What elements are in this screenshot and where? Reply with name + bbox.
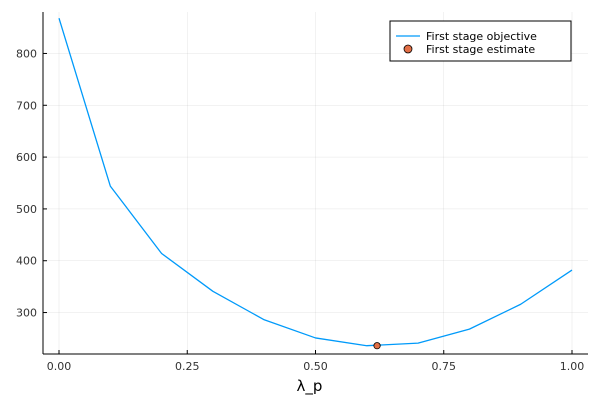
y-tick-label: 700 (16, 99, 37, 112)
x-tick-label: 0.00 (47, 360, 72, 373)
scatter-point-first-stage-estimate (373, 342, 381, 350)
legend-label-marker: First stage estimate (426, 43, 535, 56)
y-tick-label: 800 (16, 47, 37, 60)
legend-marker-sample (403, 44, 413, 54)
x-tick-label: 0.50 (303, 360, 328, 373)
x-tick-label: 0.75 (432, 360, 457, 373)
x-tick-label: 0.25 (175, 360, 200, 373)
series-line-first-stage-objective (58, 18, 573, 347)
x-tick-label: 1.00 (560, 360, 585, 373)
plot-area (58, 18, 573, 350)
legend-label-line: First stage objective (426, 30, 537, 43)
y-tick-label: 600 (16, 151, 37, 164)
x-axis-label: λ_p (297, 377, 323, 396)
legend: First stage objective First stage estima… (389, 20, 572, 62)
legend-box (389, 20, 572, 62)
y-tick-label: 500 (16, 203, 37, 216)
y-tick-label: 400 (16, 255, 37, 268)
y-tick-label: 300 (16, 307, 37, 320)
ticks: 0.00 0.25 0.50 0.75 1.00 300 400 500 600 700 800 (16, 47, 584, 373)
